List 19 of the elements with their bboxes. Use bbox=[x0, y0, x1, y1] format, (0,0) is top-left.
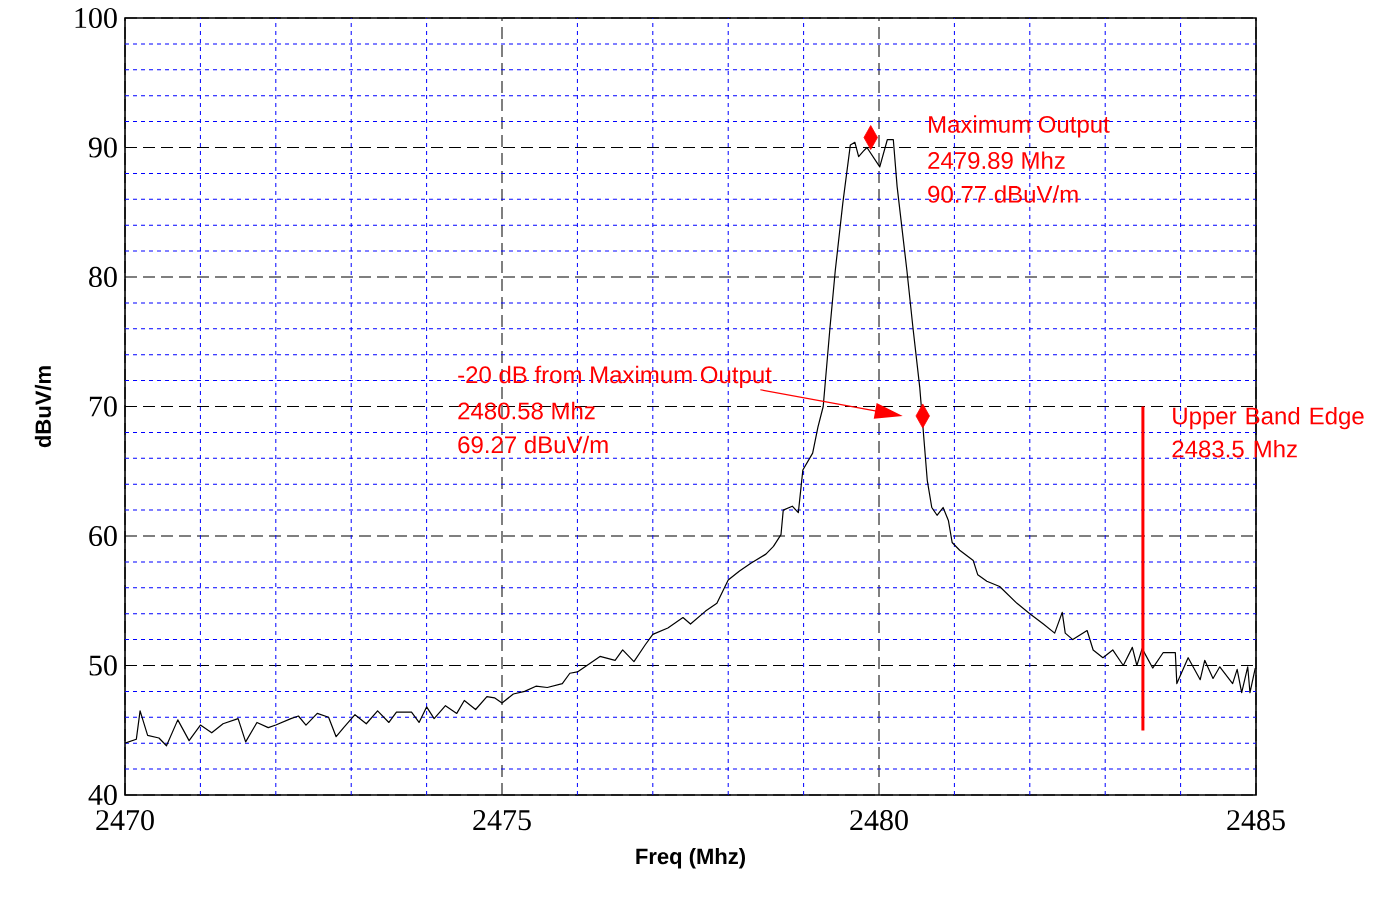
x-tick-label: 2475 bbox=[473, 810, 531, 831]
annotation: 2480.58 Mhz bbox=[458, 401, 595, 420]
y-tick-label: 80 bbox=[89, 266, 117, 288]
annotation: Maximum Output bbox=[929, 115, 1110, 138]
y-tick-label: 90 bbox=[88, 137, 117, 158]
x-axis-title: Freq (Mhz) bbox=[636, 848, 745, 869]
annotation: -20 dB from Maximum Output bbox=[458, 365, 772, 389]
x-tick-label: 2470 bbox=[96, 810, 154, 831]
annotation: 69.27 dBuV/m bbox=[458, 435, 608, 454]
y-axis-title: dBuV/m bbox=[34, 366, 52, 448]
y-tick-label: 40 bbox=[88, 784, 117, 806]
y-tick-label: 100 bbox=[75, 7, 117, 29]
x-tick-label: 2480 bbox=[850, 810, 908, 831]
y-tick-label: 70 bbox=[89, 396, 117, 417]
x-tick-label: 2485 bbox=[1227, 810, 1285, 831]
annotation: 2479.89 Mhz bbox=[928, 151, 1065, 170]
annotation: 90.77 dBuV/m bbox=[928, 185, 1078, 203]
y-tick-label: 50 bbox=[89, 655, 117, 676]
y-tick-label: 60 bbox=[89, 525, 117, 547]
